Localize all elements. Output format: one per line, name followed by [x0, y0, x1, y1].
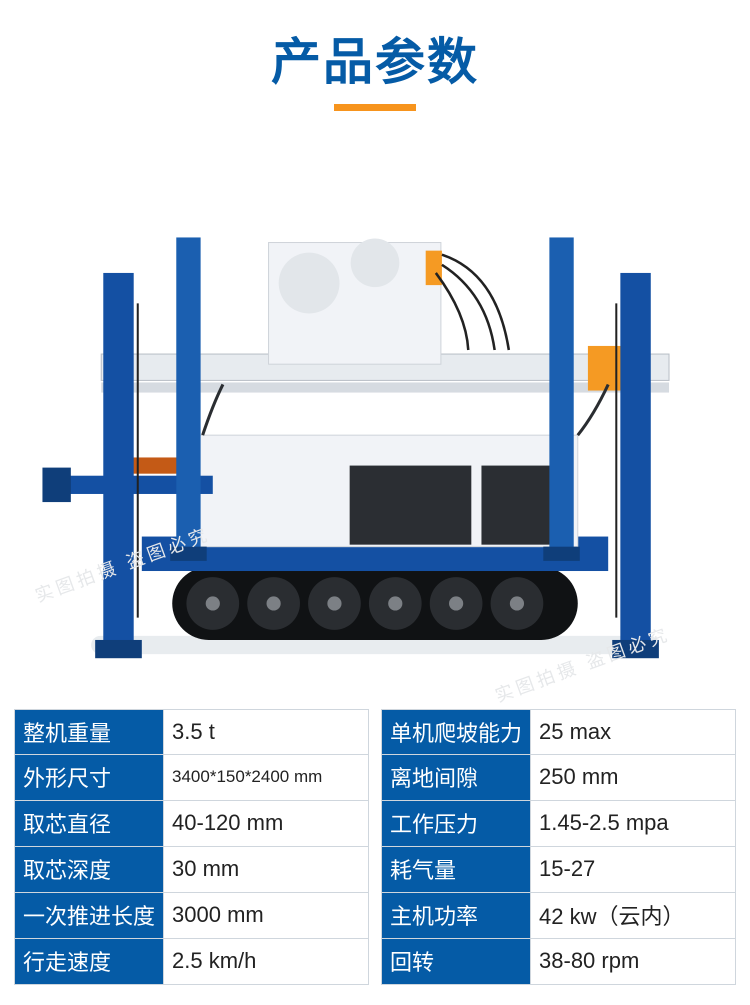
- title-underline: [334, 104, 416, 111]
- spec-table-right: 单机爬坡能力25 max离地间隙250 mm工作压力1.45-2.5 mpa耗气…: [381, 709, 736, 985]
- spec-value: 3000 mm: [164, 893, 369, 939]
- spec-value: 25 max: [531, 709, 736, 755]
- spec-value: 42 kw（云内）: [531, 893, 736, 939]
- page-root: 产品参数 实图拍摄 盗图必究 实图拍摄 盗图必究: [0, 0, 750, 987]
- table-row: 取芯深度30 mm: [14, 847, 369, 893]
- spec-table-left: 整机重量3.5 t外形尺寸3400*150*2400 mm取芯直径40-120 …: [14, 709, 369, 985]
- outrigger-front-right-icon: [612, 273, 659, 658]
- spec-label: 整机重量: [14, 709, 164, 755]
- spec-value: 250 mm: [531, 755, 736, 801]
- spec-value: 2.5 km/h: [164, 939, 369, 985]
- spec-label: 单机爬坡能力: [381, 709, 531, 755]
- spec-tables: 整机重量3.5 t外形尺寸3400*150*2400 mm取芯直径40-120 …: [0, 709, 750, 1005]
- spec-value: 1.45-2.5 mpa: [531, 801, 736, 847]
- spec-label: 主机功率: [381, 893, 531, 939]
- table-row: 外形尺寸3400*150*2400 mm: [14, 755, 369, 801]
- table-row: 离地间隙250 mm: [381, 755, 736, 801]
- spec-label: 取芯直径: [14, 801, 164, 847]
- track-left-icon: [172, 567, 578, 640]
- spec-value: 3400*150*2400 mm: [164, 755, 369, 801]
- title-underline-wrap: [0, 104, 750, 111]
- table-row: 回转38-80 rpm: [381, 939, 736, 985]
- table-row: 主机功率42 kw（云内）: [381, 893, 736, 939]
- title-section: 产品参数: [0, 0, 750, 111]
- spec-label: 工作压力: [381, 801, 531, 847]
- spec-label: 离地间隙: [381, 755, 531, 801]
- spec-label: 回转: [381, 939, 531, 985]
- table-row: 一次推进长度3000 mm: [14, 893, 369, 939]
- spec-value: 40-120 mm: [164, 801, 369, 847]
- spec-rows-left: 整机重量3.5 t外形尺寸3400*150*2400 mm取芯直径40-120 …: [14, 709, 369, 985]
- machine-illustration: [10, 131, 740, 699]
- spec-label: 行走速度: [14, 939, 164, 985]
- spec-value: 38-80 rpm: [531, 939, 736, 985]
- spec-value: 15-27: [531, 847, 736, 893]
- spec-label: 外形尺寸: [14, 755, 164, 801]
- spec-label: 一次推进长度: [14, 893, 164, 939]
- spec-rows-right: 单机爬坡能力25 max离地间隙250 mm工作压力1.45-2.5 mpa耗气…: [381, 709, 736, 985]
- table-row: 耗气量15-27: [381, 847, 736, 893]
- page-title: 产品参数: [0, 22, 750, 94]
- spec-label: 取芯深度: [14, 847, 164, 893]
- table-row: 工作压力1.45-2.5 mpa: [381, 801, 736, 847]
- table-row: 行走速度2.5 km/h: [14, 939, 369, 985]
- spec-value: 3.5 t: [164, 709, 369, 755]
- table-row: 单机爬坡能力25 max: [381, 709, 736, 755]
- table-row: 整机重量3.5 t: [14, 709, 369, 755]
- spec-label: 耗气量: [381, 847, 531, 893]
- hero-inner: 实图拍摄 盗图必究 实图拍摄 盗图必究: [10, 131, 740, 699]
- hero-image-area: 实图拍摄 盗图必究 实图拍摄 盗图必究: [0, 111, 750, 709]
- table-row: 取芯直径40-120 mm: [14, 801, 369, 847]
- spec-value: 30 mm: [164, 847, 369, 893]
